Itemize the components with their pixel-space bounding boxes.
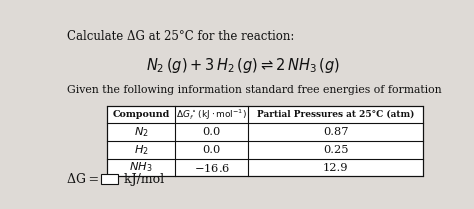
- Text: kJ/mol: kJ/mol: [120, 173, 164, 186]
- Text: $N_2$: $N_2$: [134, 125, 148, 139]
- Text: 0.0: 0.0: [202, 127, 221, 137]
- Bar: [107, 106, 423, 176]
- Text: Compound: Compound: [112, 110, 170, 119]
- Text: 0.25: 0.25: [323, 145, 348, 155]
- Text: 0.0: 0.0: [202, 145, 221, 155]
- Text: Partial Pressures at 25°C (atm): Partial Pressures at 25°C (atm): [257, 110, 414, 119]
- Text: $-$16.6: $-$16.6: [194, 162, 230, 173]
- Text: Calculate ΔG at 25°C for the reaction:: Calculate ΔG at 25°C for the reaction:: [66, 30, 294, 43]
- Text: 0.87: 0.87: [323, 127, 348, 137]
- Text: $NH_3$: $NH_3$: [129, 161, 153, 174]
- Text: $H_2$: $H_2$: [134, 143, 148, 157]
- Text: Given the following information standard free energies of formation: Given the following information standard…: [66, 85, 441, 95]
- Text: 12.9: 12.9: [323, 163, 348, 172]
- Bar: [101, 174, 118, 184]
- Text: ΔG =: ΔG =: [66, 173, 101, 186]
- Text: $\Delta G^\circ_f\,(\mathrm{kJ \cdot mol^{-1}})$: $\Delta G^\circ_f\,(\mathrm{kJ \cdot mol…: [176, 107, 247, 122]
- Text: $N_2\,(g) + 3\,H_2\,(g) \rightleftharpoons 2\,NH_3\,(g)$: $N_2\,(g) + 3\,H_2\,(g) \rightleftharpoo…: [146, 56, 340, 75]
